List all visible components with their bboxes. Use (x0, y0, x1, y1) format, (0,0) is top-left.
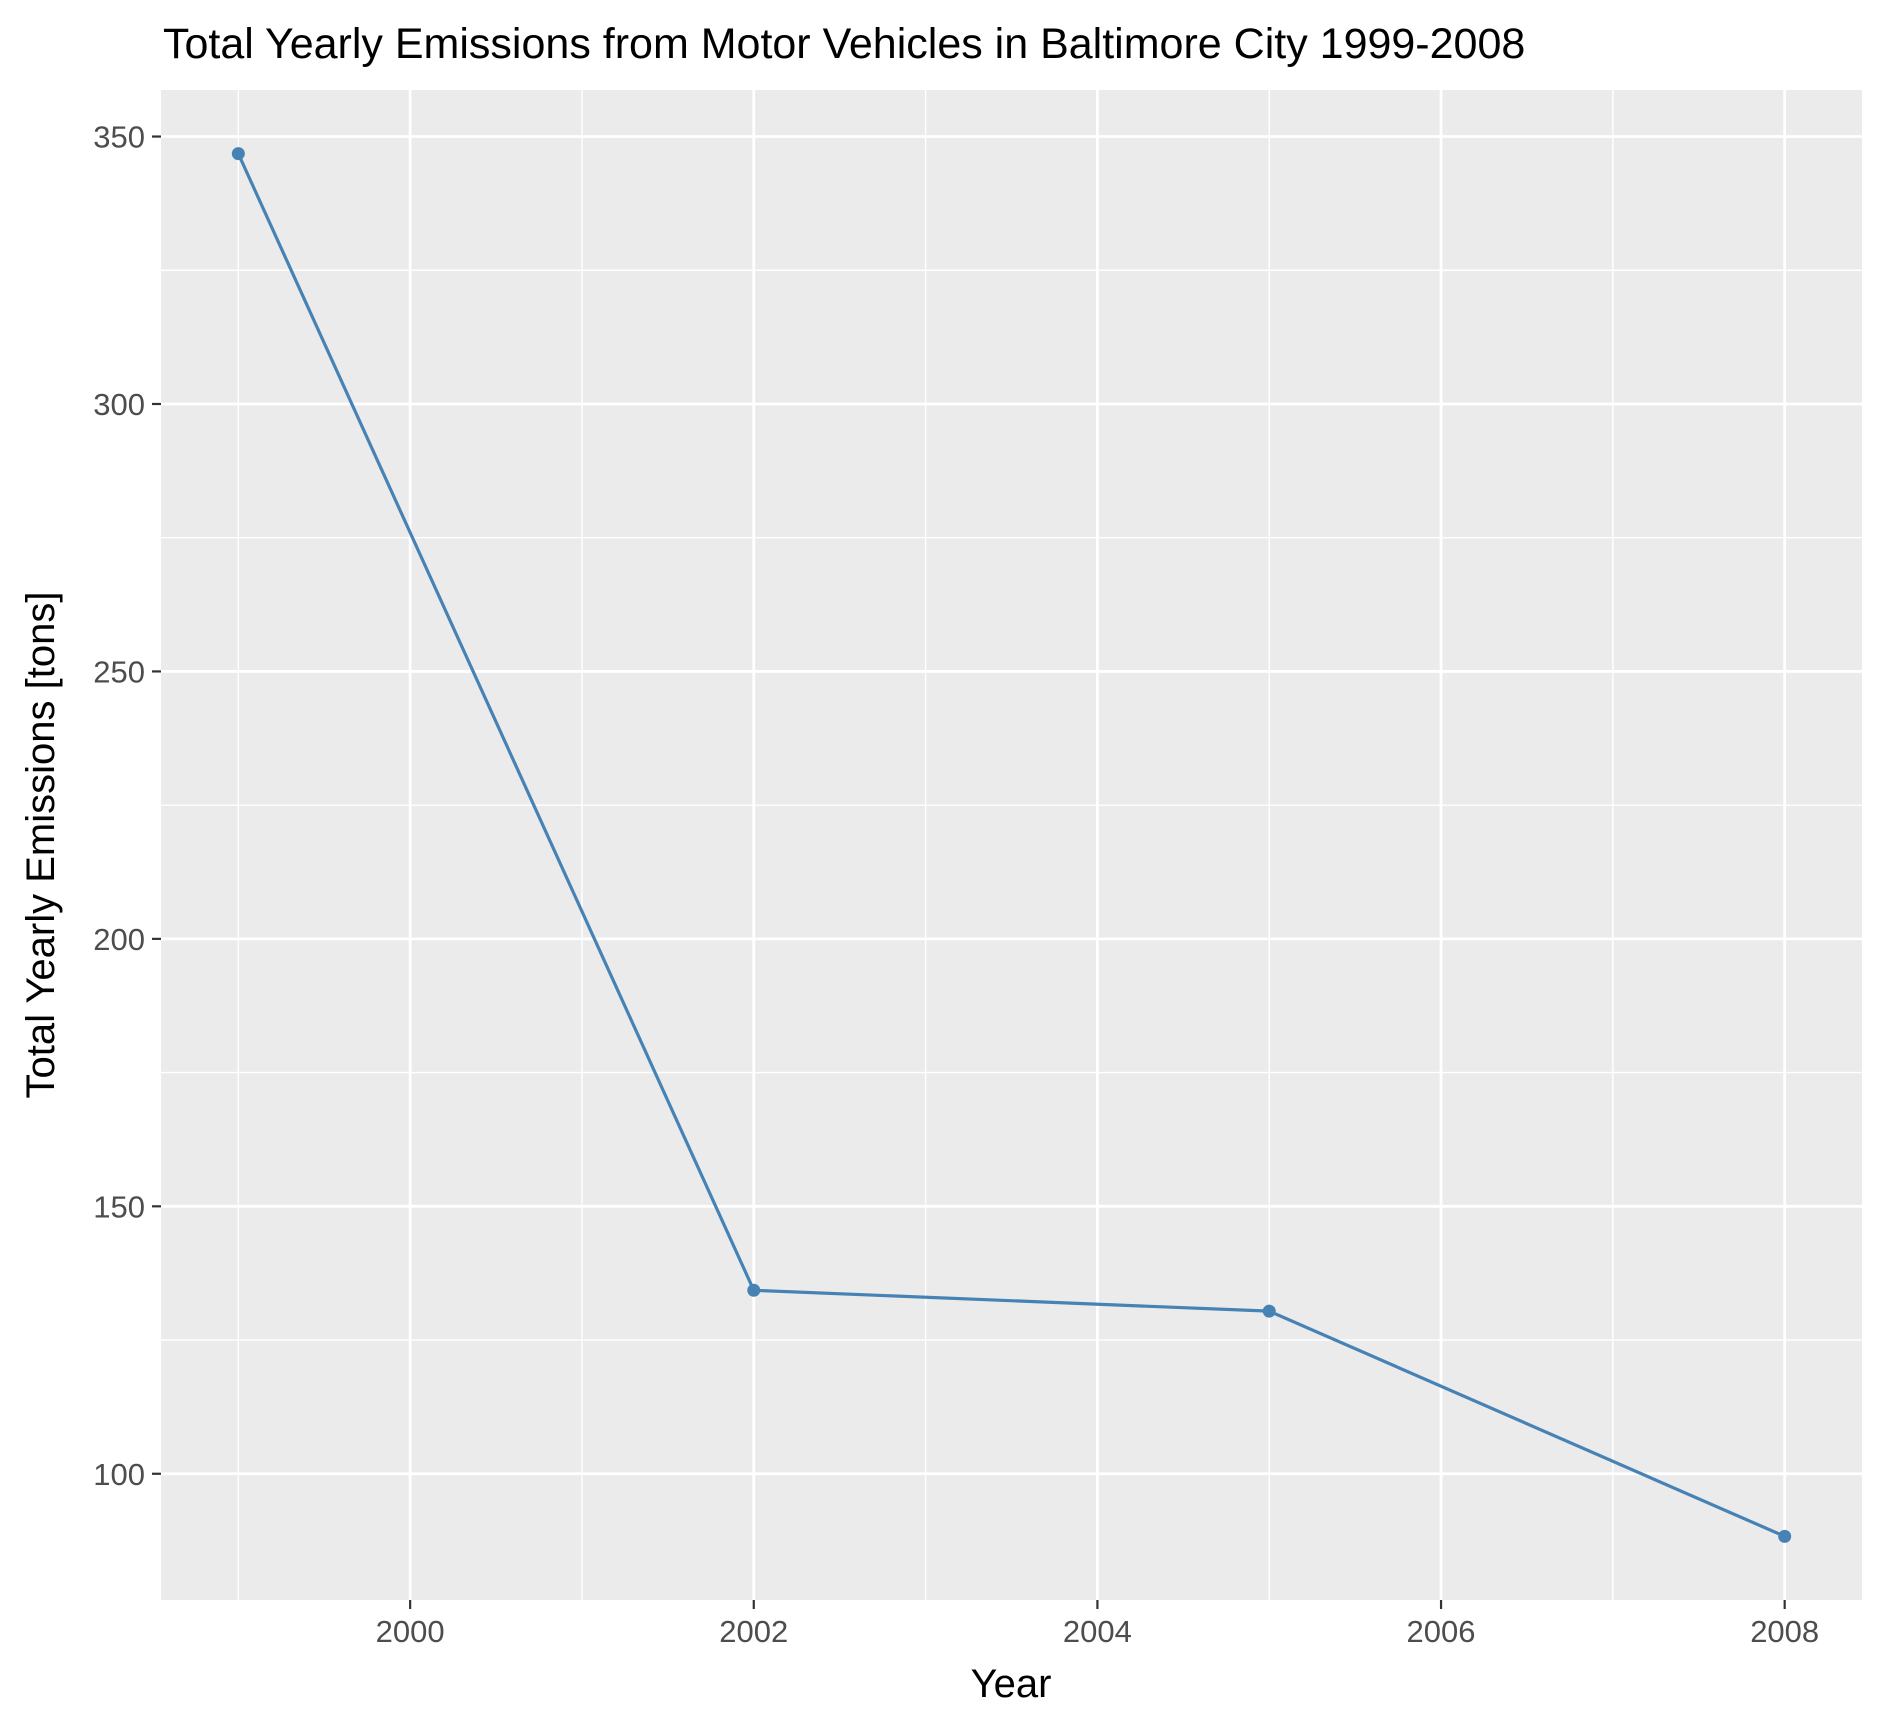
x-axis-title: Year (971, 1662, 1052, 1706)
x-axis: 2000 2002 2004 2006 2008 (376, 1600, 1819, 1649)
y-tick-label: 200 (93, 922, 145, 957)
data-point (231, 147, 245, 161)
major-gridlines (161, 90, 1862, 1600)
x-tick-label: 2008 (1750, 1614, 1819, 1649)
y-tick-label: 250 (93, 654, 145, 689)
data-point (1778, 1529, 1792, 1543)
series-layer (231, 147, 1792, 1543)
y-tick-label: 350 (93, 120, 145, 155)
x-tick-label: 2006 (1407, 1614, 1476, 1649)
y-tick-label: 300 (93, 387, 145, 422)
y-axis-title: Total Yearly Emissions [tons] (19, 592, 63, 1099)
x-tick-label: 2002 (719, 1614, 788, 1649)
x-tick-label: 2004 (1063, 1614, 1132, 1649)
y-tick-label: 100 (93, 1457, 145, 1492)
data-point (747, 1283, 761, 1297)
y-axis: 100 150 200 250 300 350 (93, 120, 161, 1492)
plot-panel (161, 90, 1862, 1600)
y-tick-label: 150 (93, 1189, 145, 1224)
series-line (236, 152, 1786, 1538)
x-tick-label: 2000 (376, 1614, 445, 1649)
data-point (1262, 1304, 1276, 1318)
chart-title: Total Yearly Emissions from Motor Vehicl… (163, 20, 1525, 68)
minor-gridlines (161, 90, 1862, 1600)
